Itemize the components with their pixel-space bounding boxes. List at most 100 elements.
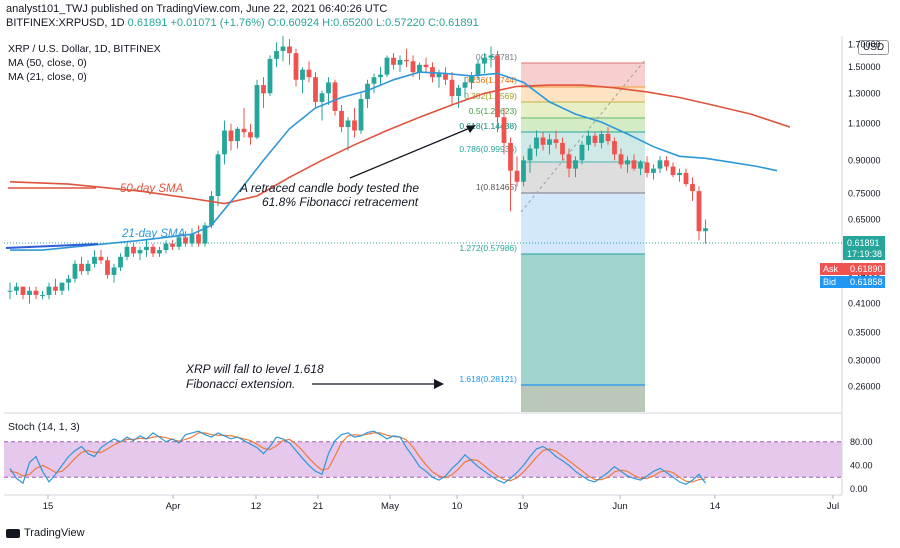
price-axis-tick: 0.90000 bbox=[848, 155, 881, 165]
candle-body bbox=[215, 154, 221, 196]
price-axis-tick: 0.35000 bbox=[848, 327, 881, 337]
price-axis-tick: 0.26000 bbox=[848, 382, 881, 392]
candle-body bbox=[183, 237, 188, 244]
retrace-arrow bbox=[349, 127, 471, 179]
close-value: C:0.61891 bbox=[427, 17, 479, 29]
fib-zone-0-0236 bbox=[521, 63, 645, 87]
fib-zone-0786-1 bbox=[521, 162, 645, 193]
fall-annotation-line2: Fibonacci extension. bbox=[186, 377, 295, 391]
candle-body bbox=[319, 93, 325, 102]
candle-body bbox=[677, 172, 682, 176]
candle-body bbox=[683, 172, 689, 185]
time-axis[interactable]: 15 Apr 12 21 May 10 19 Jun 14 Jul bbox=[43, 495, 839, 512]
candle-body bbox=[579, 144, 585, 161]
candle-body bbox=[696, 191, 702, 232]
time-axis-tick: Jul bbox=[827, 501, 839, 512]
candle-body bbox=[573, 160, 578, 169]
ma50-line bbox=[9, 84, 791, 205]
candle-body bbox=[540, 137, 546, 145]
candle-body bbox=[547, 139, 552, 145]
currency-badge[interactable]: USD bbox=[858, 40, 890, 55]
candle-body bbox=[456, 87, 461, 97]
price-axis[interactable]: 1.70000 1.50000 1.30000 1.10000 0.90000 0.750… bbox=[848, 39, 881, 391]
stoch-axis[interactable]: 80.00 40.00 0.00 bbox=[850, 437, 873, 494]
candle-body bbox=[527, 148, 533, 161]
candle-body bbox=[410, 61, 416, 73]
candle-body bbox=[228, 130, 234, 142]
candle-body bbox=[488, 55, 494, 58]
candle-body bbox=[293, 53, 299, 80]
candle-body bbox=[280, 46, 286, 51]
candle-body bbox=[514, 170, 520, 182]
candle-body bbox=[131, 246, 136, 254]
candle-body bbox=[196, 234, 201, 244]
candle-body bbox=[436, 73, 442, 78]
stoch-band bbox=[4, 441, 842, 478]
stoch-k-line bbox=[9, 430, 706, 485]
price-axis-tick: 1.30000 bbox=[848, 88, 881, 98]
fib-trend-line bbox=[520, 59, 646, 213]
fib-zone-1272-1618 bbox=[521, 254, 645, 385]
candle-body bbox=[313, 77, 318, 102]
candle-body bbox=[157, 250, 162, 254]
candle-body bbox=[482, 57, 487, 64]
stoch-axis-tick: 80.00 bbox=[850, 437, 873, 447]
fib-label-0618: 0.618(1.14438) bbox=[459, 121, 517, 131]
candle-body bbox=[118, 256, 123, 268]
bid-label: Bid bbox=[823, 277, 836, 287]
fib-label-0236: 0.236(1.4744) bbox=[464, 75, 517, 85]
stoch-d-line bbox=[9, 432, 706, 483]
candle-body bbox=[20, 286, 26, 295]
legend-title: XRP / U.S. Dollar, 1D, BITFINEX bbox=[8, 43, 161, 55]
candle-body bbox=[566, 154, 572, 169]
bid-tag bbox=[820, 276, 885, 288]
fall-arrowhead bbox=[434, 379, 444, 389]
tradingview-logo[interactable]: TradingView bbox=[6, 527, 85, 539]
time-axis-tick: May bbox=[381, 501, 399, 512]
candle-body bbox=[618, 154, 624, 165]
retrace-annotation-line1: A retraced candle body tested the bbox=[239, 181, 419, 195]
candle-body bbox=[27, 290, 32, 295]
stoch-axis-tick: 0.00 bbox=[850, 484, 868, 494]
fall-annotation-line1: XRP will fall to level 1.618 bbox=[185, 362, 324, 376]
time-axis-tick: Jun bbox=[612, 501, 627, 512]
candle-body bbox=[170, 243, 175, 247]
candle-body bbox=[449, 79, 455, 97]
candle-body bbox=[508, 142, 513, 171]
price-axis-tick: 0.30000 bbox=[848, 356, 881, 366]
candle-body bbox=[124, 246, 130, 257]
candle-body bbox=[651, 168, 656, 173]
price-axis-tick: 0.41000 bbox=[848, 299, 881, 309]
candle-body bbox=[365, 83, 370, 99]
candle-body bbox=[339, 110, 344, 128]
candle-body bbox=[664, 160, 669, 167]
price-axis-tick: 0.65000 bbox=[848, 215, 881, 225]
publish-info: analyst101_TWJ published on TradingView.… bbox=[6, 3, 388, 15]
sma21-annotation: 21-day SMA bbox=[121, 228, 186, 240]
candle-body bbox=[703, 228, 708, 232]
candle-body bbox=[306, 69, 312, 78]
candle-body bbox=[14, 286, 19, 291]
candle-body bbox=[631, 160, 637, 169]
candle-body bbox=[690, 184, 695, 192]
stoch-axis-tick: 40.00 bbox=[850, 460, 873, 470]
candle-body bbox=[254, 85, 260, 138]
candle-body bbox=[417, 64, 422, 73]
candle-body bbox=[475, 63, 481, 76]
candle-body bbox=[553, 139, 559, 143]
price-change: +0.01071 (+1.76%) bbox=[170, 17, 265, 29]
price-axis-tick: 1.70000 bbox=[848, 39, 881, 49]
time-axis-tick: 10 bbox=[452, 501, 463, 512]
candle-body bbox=[300, 69, 305, 80]
candle-body bbox=[462, 82, 468, 88]
fibonacci-tool[interactable] bbox=[520, 59, 646, 412]
candle-body bbox=[352, 120, 357, 131]
candle-body bbox=[7, 290, 13, 292]
sma21-marker-line bbox=[5, 243, 99, 249]
candle-body bbox=[72, 263, 78, 279]
candle-body bbox=[267, 58, 273, 94]
fib-label-05: 0.5(1.24623) bbox=[469, 106, 517, 116]
candle-body bbox=[423, 64, 429, 68]
candle-body bbox=[287, 46, 292, 54]
